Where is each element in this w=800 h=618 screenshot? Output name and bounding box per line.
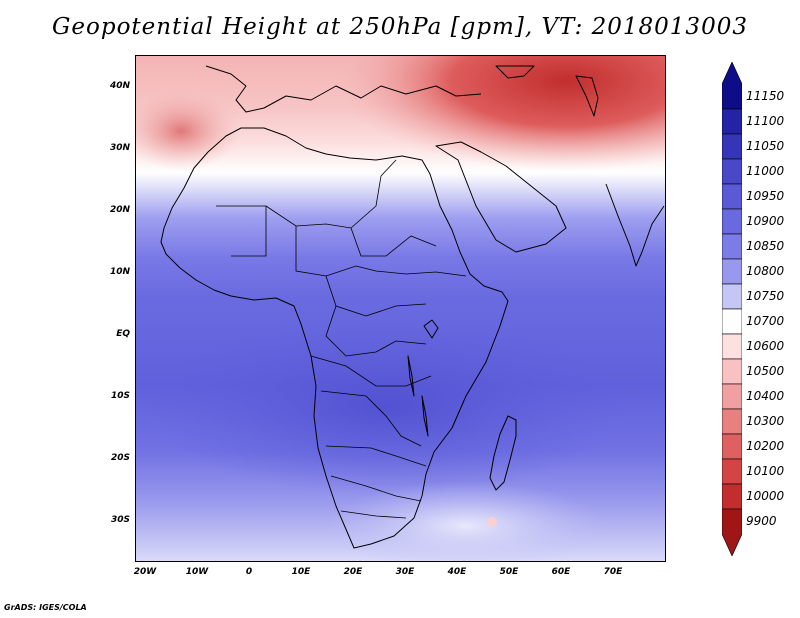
colorbar-swatch [722, 483, 742, 510]
colorbar-swatch [722, 283, 742, 310]
colorbar-swatch [722, 508, 742, 556]
colorbar-level-label: 9900 [746, 513, 777, 528]
lon-tick-label: 10E [291, 567, 311, 577]
map-plot [135, 55, 666, 562]
colorbar-level-label: 10200 [746, 438, 785, 453]
colorbar [722, 62, 742, 556]
colorbar-swatch [722, 258, 742, 285]
colorbar-level-label: 10300 [746, 413, 785, 428]
colorbar-level-label: 11050 [746, 138, 785, 153]
lon-tick-label: 0 [245, 567, 253, 577]
colorbar-level-label: 11100 [746, 113, 785, 128]
colorbar-swatch [722, 383, 742, 410]
colorbar-level-label: 10600 [746, 338, 785, 353]
lat-tick-label: 20N [109, 205, 130, 215]
colorbar-swatch [722, 233, 742, 260]
colorbar-level-label: 10900 [746, 213, 785, 228]
colorbar-level-label: 10750 [746, 288, 785, 303]
colorbar-swatch [722, 183, 742, 210]
lat-tick-label: 10S [110, 391, 130, 401]
lon-tick-label: 50E [499, 567, 519, 577]
colorbar-swatch [722, 208, 742, 235]
lat-tick-label: 40N [109, 81, 130, 91]
colorbar-level-label: 11150 [746, 88, 785, 103]
colorbar-level-label: 10100 [746, 463, 785, 478]
lon-tick-label: 40E [447, 567, 467, 577]
colorbar-swatch [722, 133, 742, 160]
colorbar-swatch [722, 108, 742, 135]
lat-tick-label: 30N [109, 143, 130, 153]
colorbar-level-label: 11000 [746, 163, 785, 178]
colorbar-swatch [722, 62, 742, 110]
colorbar-swatch [722, 358, 742, 385]
coastlines [160, 65, 665, 549]
colorbar-level-label: 10400 [746, 388, 785, 403]
colorbar-level-label: 10700 [746, 313, 785, 328]
lon-tick-label: 70E [603, 567, 623, 577]
colorbar-level-label: 10800 [746, 263, 785, 278]
lat-tick-label: 30S [110, 515, 130, 525]
height-field-map [136, 56, 665, 561]
lon-tick-label: 60E [551, 567, 571, 577]
colorbar-swatch [722, 333, 742, 360]
lat-tick-label: 20S [110, 453, 130, 463]
lon-tick-label: 20W [133, 567, 157, 577]
grads-credit: GrADS: IGES/COLA [4, 603, 87, 612]
lat-tick-label: 10N [109, 267, 130, 277]
map-title: Geopotential Height at 250hPa [gpm], VT:… [52, 14, 748, 40]
colorbar-swatch [722, 433, 742, 460]
colorbar-level-label: 10500 [746, 363, 785, 378]
lon-tick-label: 10W [185, 567, 209, 577]
colorbar-swatch [722, 458, 742, 485]
colorbar-level-label: 10000 [746, 488, 785, 503]
colorbar-level-label: 10950 [746, 188, 785, 203]
colorbar-swatch [722, 408, 742, 435]
lon-tick-label: 30E [395, 567, 415, 577]
lat-tick-label: EQ [116, 329, 130, 339]
colorbar-level-label: 10850 [746, 238, 785, 253]
colorbar-swatch [722, 308, 742, 335]
colorbar-swatch [722, 158, 742, 185]
country-borders [216, 159, 467, 519]
lon-tick-label: 20E [343, 567, 363, 577]
